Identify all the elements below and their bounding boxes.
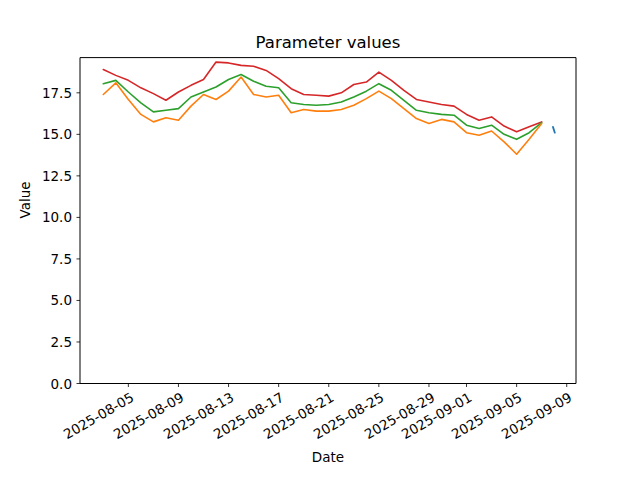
figure-canvas: Parameter values Value Date 0.02.55.07.5… xyxy=(0,0,640,480)
chart-title: Parameter values xyxy=(80,33,576,52)
y-tick-label: 2.5 xyxy=(0,334,72,350)
y-tick-label: 5.0 xyxy=(0,292,72,308)
red-series-line xyxy=(103,62,541,132)
green-series-line xyxy=(103,75,541,140)
axes-spines xyxy=(80,58,576,384)
x-axis-label: Date xyxy=(80,449,576,465)
y-tick-label: 10.0 xyxy=(0,209,72,225)
y-tick-label: 15.0 xyxy=(0,126,72,142)
y-tick-label: 0.0 xyxy=(0,376,72,392)
blue-series-line xyxy=(553,127,555,133)
y-tick-label: 12.5 xyxy=(0,168,72,184)
y-tick-label: 7.5 xyxy=(0,251,72,267)
y-tick-label: 17.5 xyxy=(0,85,72,101)
orange-series-line xyxy=(103,77,541,154)
